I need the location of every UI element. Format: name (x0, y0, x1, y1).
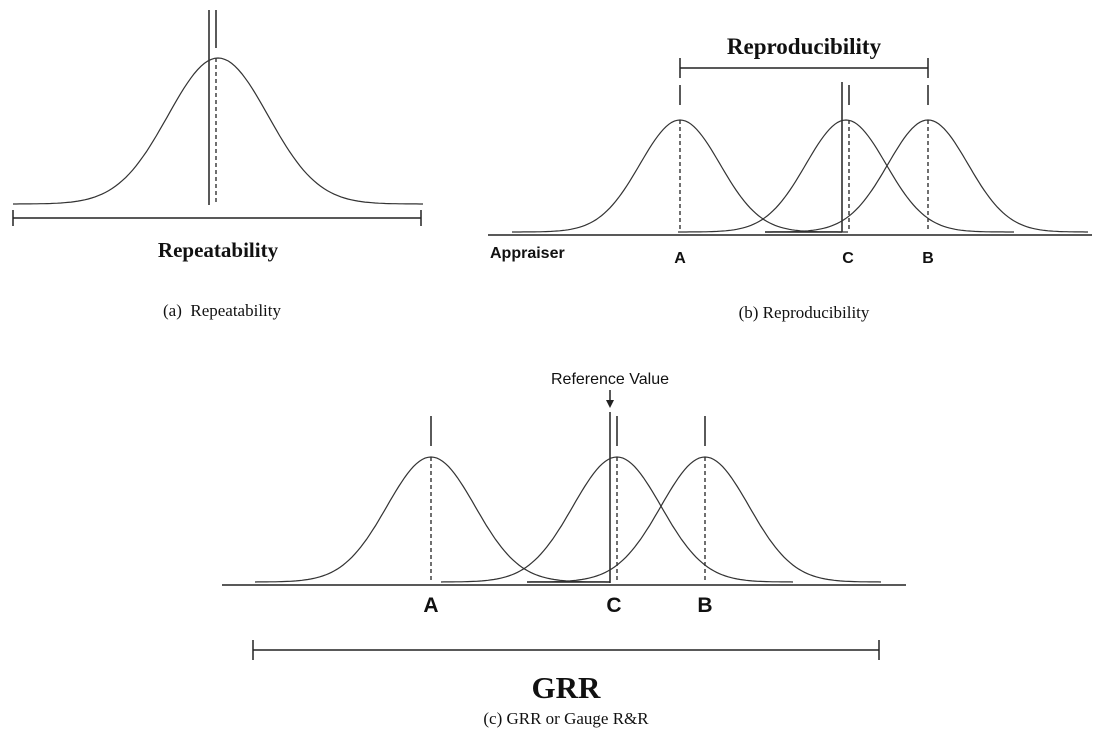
distribution-curve (512, 119, 848, 233)
point-label: B (922, 250, 934, 267)
point-label: B (697, 594, 712, 617)
point-label: A (423, 594, 438, 617)
shapes (12, 10, 1092, 660)
caption: (c) GRR or Gauge R&R (483, 709, 649, 728)
point-label: C (606, 594, 621, 617)
distribution-curve (13, 57, 423, 205)
distribution-curve (768, 119, 1088, 233)
caption: (b) Reproducibility (739, 303, 870, 322)
distribution-curve (678, 119, 1014, 233)
label: Reproducibility (727, 34, 882, 59)
distribution-curve (254, 456, 608, 583)
distribution-curve (440, 456, 794, 583)
annotation: Reference Value (551, 371, 669, 388)
point-label: A (674, 250, 686, 267)
caption: (a) Repeatability (163, 301, 282, 320)
arrow-head (606, 400, 614, 408)
distribution-curve (528, 456, 882, 583)
label: Repeatability (158, 238, 279, 262)
label: GRR (532, 670, 602, 705)
point-label: C (842, 250, 854, 267)
axis-label: Appraiser (490, 245, 565, 262)
